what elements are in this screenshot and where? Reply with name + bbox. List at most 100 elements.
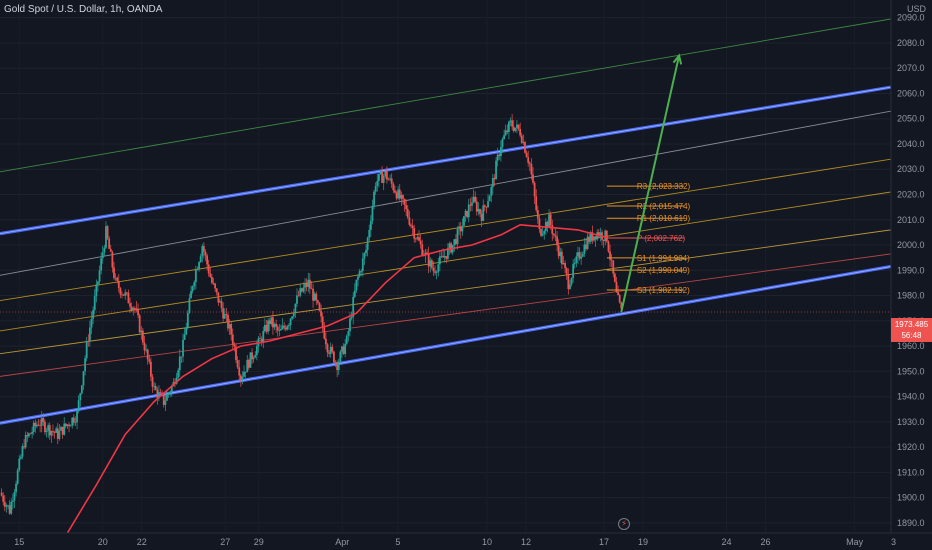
- candle-body: [100, 258, 103, 271]
- candle-body: [313, 293, 316, 301]
- candle-body: [605, 230, 608, 242]
- candle-body: [37, 424, 40, 426]
- candle-body: [350, 317, 353, 319]
- candle-body: [540, 229, 542, 236]
- candle-body: [29, 433, 32, 435]
- candle-body: [185, 327, 188, 335]
- candle-body: [522, 142, 525, 143]
- candle-body: [60, 426, 62, 431]
- candle-body: [270, 317, 273, 324]
- channel-highlight: [0, 266, 892, 424]
- x-tick-label: May: [846, 537, 864, 547]
- candle-body: [575, 256, 578, 263]
- candle-body: [116, 277, 119, 281]
- candle-body: [353, 290, 356, 297]
- candle-body: [143, 342, 146, 351]
- candle-body: [254, 355, 257, 358]
- candle-body: [55, 428, 58, 433]
- candle-body: [53, 431, 56, 433]
- candle-body: [483, 205, 486, 207]
- candle-body: [323, 327, 326, 339]
- candle-body: [201, 246, 204, 257]
- candle-body: [442, 255, 444, 258]
- y-tick-label: 1910.0: [897, 467, 925, 477]
- y-tick-label: 2000.0: [897, 240, 925, 250]
- candle-body: [398, 189, 401, 199]
- candle-body: [331, 346, 334, 352]
- candle-body: [543, 231, 546, 234]
- x-tick-label: 29: [254, 537, 264, 547]
- candle-body: [108, 238, 111, 249]
- candle-body: [169, 392, 172, 394]
- candle-body: [77, 400, 80, 412]
- candle-body: [358, 271, 361, 277]
- x-tick-label: 26: [760, 537, 770, 547]
- candle-body: [551, 225, 554, 234]
- candle-body: [132, 308, 135, 310]
- candle-body: [329, 346, 332, 354]
- candle-body: [180, 356, 183, 358]
- candle-body: [3, 501, 6, 507]
- candle-body: [419, 240, 422, 245]
- candle-body: [541, 233, 544, 236]
- candle-body: [66, 424, 69, 427]
- candle-body: [207, 264, 210, 274]
- candle-body: [490, 187, 493, 197]
- candle-body: [565, 268, 568, 275]
- candle-body: [408, 217, 411, 225]
- candle-body: [220, 301, 223, 309]
- candle-body: [265, 325, 268, 332]
- lightning-icon[interactable]: ⚡: [618, 518, 630, 530]
- candle-body: [84, 358, 86, 372]
- candle-body: [198, 262, 200, 270]
- candle-body: [602, 239, 605, 242]
- candle-body: [222, 308, 225, 319]
- candle-body: [71, 417, 74, 426]
- candle-body: [514, 127, 517, 131]
- candle-body: [204, 251, 207, 256]
- candle-body: [466, 210, 469, 218]
- candle-body: [405, 204, 408, 210]
- x-tick-label: 20: [98, 537, 108, 547]
- candle-body: [604, 230, 607, 242]
- candle-body: [361, 258, 364, 272]
- candle-body: [607, 241, 610, 252]
- candle-body: [456, 228, 459, 245]
- chart-title: Gold Spot / U.S. Dollar, 1h, OANDA: [4, 4, 163, 15]
- candle-body: [80, 385, 83, 394]
- candle-body: [333, 351, 335, 363]
- candle-body: [368, 229, 371, 238]
- x-tick-label: 10: [482, 537, 492, 547]
- candle-body: [297, 295, 300, 297]
- candle-body: [101, 252, 104, 259]
- candle-body: [320, 310, 322, 317]
- candle-body: [135, 308, 138, 310]
- candle-body: [275, 323, 278, 327]
- candle-body: [532, 174, 534, 183]
- candle-body: [517, 124, 520, 129]
- candle-body: [503, 135, 505, 139]
- candle-body: [113, 267, 115, 278]
- candle-body: [360, 271, 363, 272]
- candle-body: [352, 296, 355, 318]
- candle-body: [377, 173, 380, 181]
- candle-body: [276, 326, 279, 331]
- candle-body: [199, 256, 202, 263]
- candle-body: [315, 293, 318, 301]
- candle-body: [228, 324, 231, 329]
- candle-body: [227, 314, 229, 329]
- projection-arrow-head: [672, 53, 683, 65]
- y-tick-label: 1920.0: [897, 442, 925, 452]
- candle-body: [93, 296, 96, 311]
- candle-body: [114, 277, 117, 279]
- candle-body: [286, 326, 289, 330]
- candle-body: [379, 172, 382, 174]
- y-tick-label: 1980.0: [897, 291, 925, 301]
- candle-body: [238, 367, 241, 376]
- candle-body: [403, 198, 406, 205]
- candle-body: [300, 288, 303, 292]
- y-tick-label: 2030.0: [897, 164, 925, 174]
- candle-body: [125, 292, 128, 294]
- candle-body: [612, 260, 615, 274]
